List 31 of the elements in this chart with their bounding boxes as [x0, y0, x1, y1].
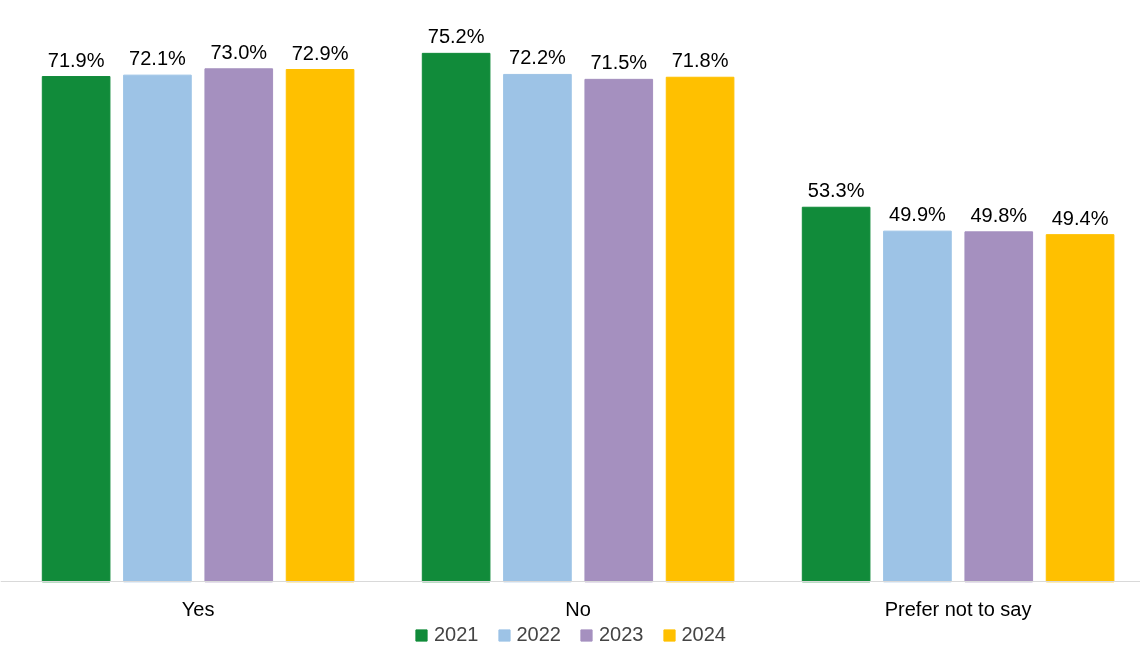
bar	[421, 52, 491, 583]
bar	[584, 78, 654, 583]
x-tick-label: Prefer not to say	[884, 597, 1032, 620]
bar	[964, 231, 1034, 583]
data-label: 53.3%	[807, 179, 865, 202]
data-label: 72.9%	[291, 41, 349, 64]
data-label: 49.4%	[1051, 206, 1109, 229]
bar	[123, 74, 192, 583]
x-tick-label: Yes	[181, 597, 215, 620]
bar	[1045, 234, 1115, 583]
legend-label: 2021	[434, 623, 479, 646]
bar	[503, 73, 572, 583]
data-label: 73.0%	[210, 40, 268, 63]
legend-label: 2024	[681, 623, 726, 646]
legend-label: 2022	[516, 623, 561, 646]
bar	[801, 206, 871, 583]
data-label: 72.2%	[509, 46, 567, 69]
data-label: 49.9%	[889, 203, 947, 226]
legend-label: 2023	[599, 623, 644, 646]
data-label: 71.9%	[47, 48, 105, 71]
x-tick-label: No	[565, 597, 591, 620]
data-label: 72.1%	[129, 47, 187, 70]
data-label: 71.8%	[671, 49, 729, 72]
data-label: 49.8%	[970, 203, 1028, 226]
bar	[41, 76, 111, 583]
data-label: 71.5%	[590, 51, 648, 74]
bar	[204, 68, 274, 583]
bar	[665, 76, 735, 583]
bar	[883, 230, 952, 583]
data-label: 75.2%	[427, 25, 485, 48]
bar	[285, 69, 355, 583]
